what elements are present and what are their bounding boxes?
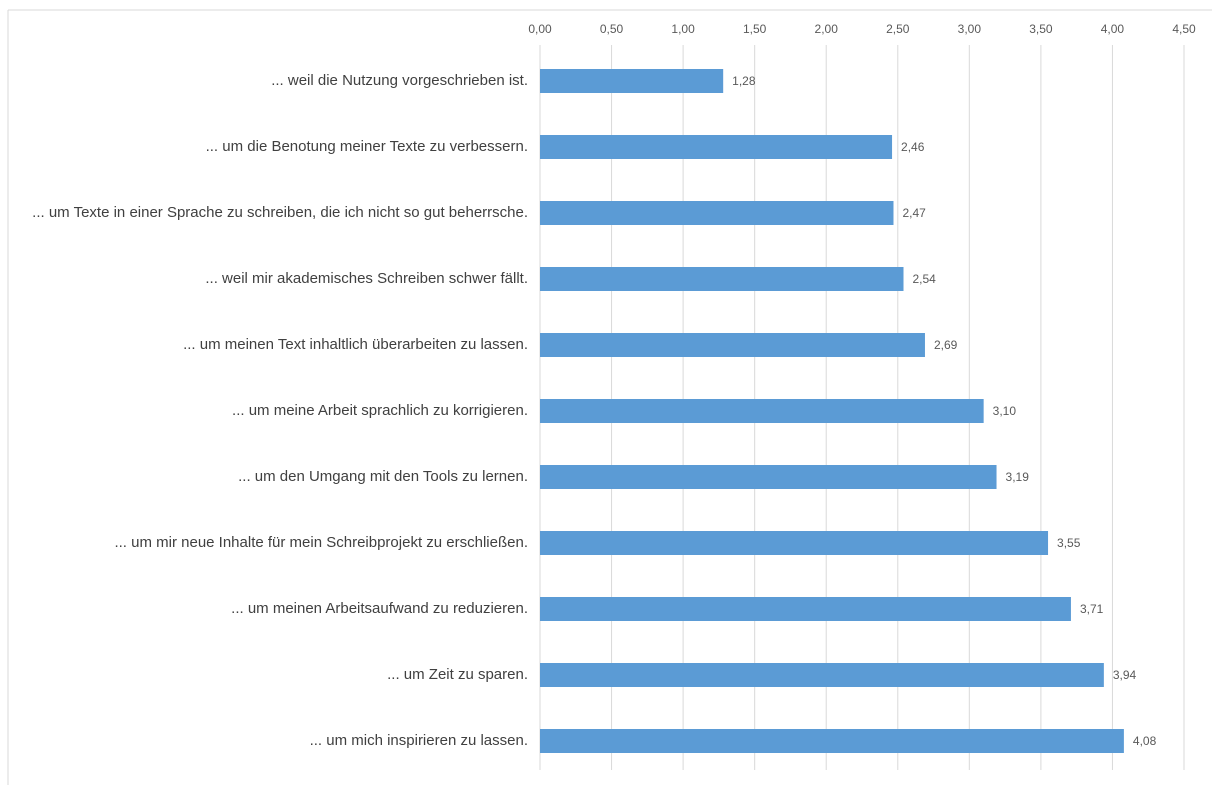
y-tick-label: ... um die Benotung meiner Texte zu verb… [205, 138, 528, 155]
data-label: 2,69 [934, 338, 958, 352]
y-tick-label: ... um den Umgang mit den Tools zu lerne… [238, 468, 528, 485]
data-label: 3,94 [1113, 668, 1137, 682]
category-label-box: ... um meinen Arbeitsaufwand zu reduzier… [14, 579, 528, 639]
data-label: 2,47 [902, 206, 926, 220]
x-tick-label: 1,50 [743, 22, 767, 36]
bar [540, 465, 997, 489]
bar [540, 333, 925, 357]
bar [540, 399, 984, 423]
y-tick-label: ... um meinen Arbeitsaufwand zu reduzier… [231, 600, 528, 617]
y-tick-label: ... weil mir akademisches Schreiben schw… [205, 270, 528, 287]
x-tick-label: 2,50 [886, 22, 910, 36]
data-label: 3,55 [1057, 536, 1081, 550]
category-label-box: ... um den Umgang mit den Tools zu lerne… [14, 447, 528, 507]
bar [540, 597, 1071, 621]
category-label-box: ... um die Benotung meiner Texte zu verb… [14, 117, 528, 177]
y-tick-label: ... um mich inspirieren zu lassen. [309, 732, 528, 749]
category-label-box: ... um meine Arbeit sprachlich zu korrig… [14, 381, 528, 441]
x-tick-label: 3,50 [1029, 22, 1053, 36]
data-label: 1,28 [732, 74, 756, 88]
x-tick-label: 3,00 [958, 22, 982, 36]
y-tick-label: ... um Zeit zu sparen. [387, 666, 528, 683]
x-tick-label: 4,50 [1172, 22, 1196, 36]
y-tick-label: ... um meinen Text inhaltlich überarbeit… [183, 336, 528, 353]
bar [540, 69, 724, 93]
y-tick-label: ... um meine Arbeit sprachlich zu korrig… [232, 402, 528, 419]
y-tick-label: ... weil die Nutzung vorgeschrieben ist. [271, 72, 528, 89]
x-tick-label: 0,00 [528, 22, 552, 36]
category-label-box: ... weil mir akademisches Schreiben schw… [14, 249, 528, 309]
category-label-box: ... um Texte in einer Sprache zu schreib… [14, 183, 528, 243]
category-label-box: ... um meinen Text inhaltlich überarbeit… [14, 315, 528, 375]
category-label-box: ... weil die Nutzung vorgeschrieben ist. [14, 51, 528, 111]
bar [540, 135, 893, 159]
bar [540, 201, 894, 225]
data-label: 2,46 [901, 140, 925, 154]
data-label: 3,19 [1006, 470, 1030, 484]
bar [540, 267, 904, 291]
x-tick-label: 4,00 [1101, 22, 1125, 36]
data-label: 3,10 [993, 404, 1017, 418]
data-label: 3,71 [1080, 602, 1104, 616]
category-label-box: ... um mir neue Inhalte für mein Schreib… [14, 513, 528, 573]
y-tick-label: ... um Texte in einer Sprache zu schreib… [32, 204, 528, 221]
x-tick-label: 0,50 [600, 22, 624, 36]
bar [540, 531, 1049, 555]
data-label: 2,54 [913, 272, 937, 286]
category-label-box: ... um mich inspirieren zu lassen. [14, 711, 528, 771]
y-tick-label: ... um mir neue Inhalte für mein Schreib… [114, 534, 528, 551]
x-tick-label: 2,00 [815, 22, 839, 36]
category-label-box: ... um Zeit zu sparen. [14, 645, 528, 705]
bar [540, 729, 1124, 753]
data-label: 4,08 [1133, 734, 1157, 748]
bar [540, 663, 1104, 687]
x-tick-label: 1,00 [671, 22, 695, 36]
